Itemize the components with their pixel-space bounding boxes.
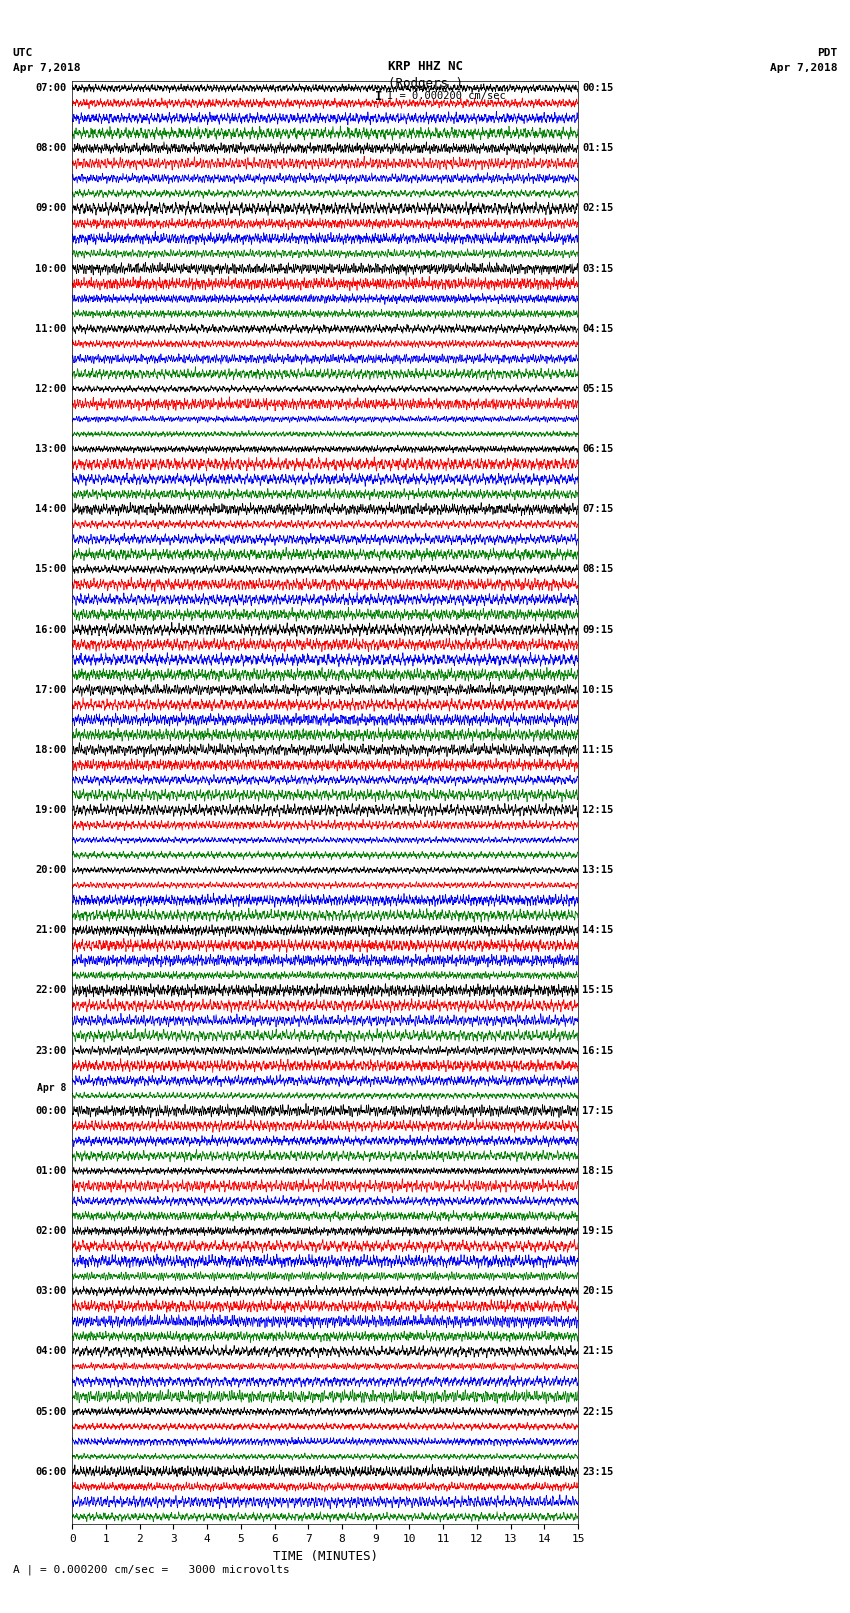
Text: 15:00: 15:00: [35, 565, 66, 574]
Text: 10:15: 10:15: [582, 684, 614, 695]
Text: 10:00: 10:00: [35, 263, 66, 274]
X-axis label: TIME (MINUTES): TIME (MINUTES): [273, 1550, 377, 1563]
Text: Apr 7,2018: Apr 7,2018: [770, 63, 837, 73]
Text: 00:00: 00:00: [35, 1107, 66, 1116]
Text: I: I: [375, 90, 382, 103]
Text: 03:00: 03:00: [35, 1286, 66, 1297]
Text: 04:15: 04:15: [582, 324, 614, 334]
Text: 02:15: 02:15: [582, 203, 614, 213]
Text: (Rodgers ): (Rodgers ): [388, 77, 462, 90]
Text: 17:00: 17:00: [35, 684, 66, 695]
Text: 07:00: 07:00: [35, 84, 66, 94]
Text: 23:00: 23:00: [35, 1045, 66, 1055]
Text: 00:15: 00:15: [582, 84, 614, 94]
Text: 13:00: 13:00: [35, 444, 66, 455]
Text: 04:00: 04:00: [35, 1347, 66, 1357]
Text: 09:00: 09:00: [35, 203, 66, 213]
Text: 02:00: 02:00: [35, 1226, 66, 1236]
Text: 14:15: 14:15: [582, 926, 614, 936]
Text: 09:15: 09:15: [582, 624, 614, 634]
Text: 08:15: 08:15: [582, 565, 614, 574]
Text: 06:15: 06:15: [582, 444, 614, 455]
Text: 19:00: 19:00: [35, 805, 66, 815]
Text: 18:00: 18:00: [35, 745, 66, 755]
Text: 16:15: 16:15: [582, 1045, 614, 1055]
Text: 22:00: 22:00: [35, 986, 66, 995]
Text: 01:15: 01:15: [582, 144, 614, 153]
Text: 13:15: 13:15: [582, 865, 614, 876]
Text: 08:00: 08:00: [35, 144, 66, 153]
Text: 12:00: 12:00: [35, 384, 66, 394]
Text: PDT: PDT: [817, 48, 837, 58]
Text: 17:15: 17:15: [582, 1107, 614, 1116]
Text: 16:00: 16:00: [35, 624, 66, 634]
Text: 21:15: 21:15: [582, 1347, 614, 1357]
Text: Apr 8: Apr 8: [37, 1084, 66, 1094]
Text: 18:15: 18:15: [582, 1166, 614, 1176]
Text: 03:15: 03:15: [582, 263, 614, 274]
Text: Apr 7,2018: Apr 7,2018: [13, 63, 80, 73]
Text: I = 0.000200 cm/sec: I = 0.000200 cm/sec: [387, 90, 506, 102]
Text: UTC: UTC: [13, 48, 33, 58]
Text: 05:00: 05:00: [35, 1407, 66, 1416]
Text: 19:15: 19:15: [582, 1226, 614, 1236]
Text: 22:15: 22:15: [582, 1407, 614, 1416]
Text: 14:00: 14:00: [35, 505, 66, 515]
Text: KRP HHZ NC: KRP HHZ NC: [388, 60, 462, 74]
Text: 11:15: 11:15: [582, 745, 614, 755]
Text: 20:15: 20:15: [582, 1286, 614, 1297]
Text: 01:00: 01:00: [35, 1166, 66, 1176]
Text: 20:00: 20:00: [35, 865, 66, 876]
Text: 12:15: 12:15: [582, 805, 614, 815]
Text: 15:15: 15:15: [582, 986, 614, 995]
Text: A | = 0.000200 cm/sec =   3000 microvolts: A | = 0.000200 cm/sec = 3000 microvolts: [13, 1565, 290, 1576]
Text: 07:15: 07:15: [582, 505, 614, 515]
Text: 23:15: 23:15: [582, 1466, 614, 1476]
Text: 11:00: 11:00: [35, 324, 66, 334]
Text: 06:00: 06:00: [35, 1466, 66, 1476]
Text: 05:15: 05:15: [582, 384, 614, 394]
Text: 21:00: 21:00: [35, 926, 66, 936]
